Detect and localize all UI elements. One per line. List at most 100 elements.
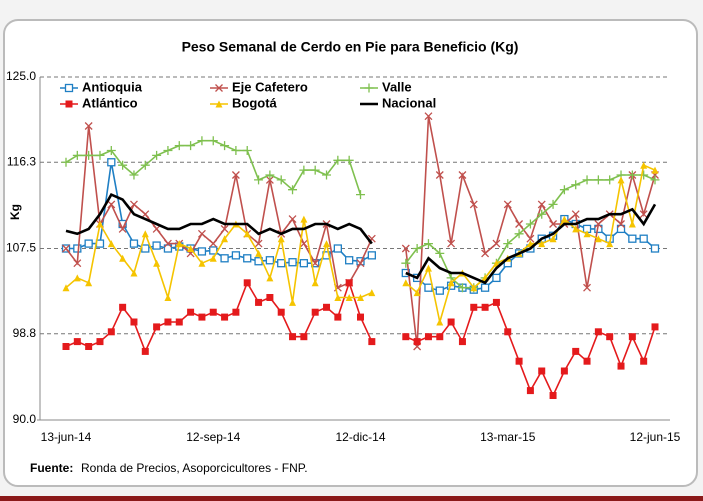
panel xyxy=(3,19,698,487)
marker xyxy=(243,279,251,287)
marker xyxy=(311,308,319,316)
marker xyxy=(84,150,94,160)
marker xyxy=(424,333,432,341)
marker xyxy=(255,298,263,306)
y-tick-label: 116.3 xyxy=(7,154,36,168)
marker xyxy=(231,171,240,179)
marker xyxy=(152,150,162,160)
marker xyxy=(345,294,353,301)
marker xyxy=(447,239,456,248)
marker xyxy=(141,230,149,238)
x-tick-label: 12-jun-15 xyxy=(630,430,681,444)
marker xyxy=(560,215,568,223)
y-tick-label: 125.0 xyxy=(6,69,36,83)
marker xyxy=(276,175,286,185)
marker xyxy=(107,200,116,209)
marker xyxy=(95,150,105,160)
marker xyxy=(447,279,455,287)
marker xyxy=(334,294,342,301)
marker xyxy=(639,234,648,243)
marker xyxy=(628,220,636,228)
legend-label: Eje Cafetero xyxy=(232,79,308,94)
marker xyxy=(469,200,478,209)
y-tick-label: 98.8 xyxy=(13,326,37,340)
marker xyxy=(345,279,353,287)
marker xyxy=(140,160,150,170)
marker xyxy=(605,175,615,185)
marker xyxy=(255,249,263,257)
marker xyxy=(470,284,478,292)
marker xyxy=(401,258,411,268)
marker xyxy=(242,146,252,155)
marker xyxy=(231,251,241,260)
marker xyxy=(503,200,512,209)
marker xyxy=(175,240,183,248)
marker xyxy=(277,235,285,243)
marker xyxy=(481,303,489,311)
marker xyxy=(265,175,274,184)
marker xyxy=(480,283,490,292)
marker xyxy=(594,220,603,228)
marker xyxy=(107,158,116,167)
marker xyxy=(413,338,421,346)
marker xyxy=(220,141,230,151)
marker xyxy=(515,220,524,228)
marker xyxy=(447,318,455,326)
marker xyxy=(458,171,467,179)
marker xyxy=(289,298,297,306)
marker xyxy=(651,323,659,331)
marker xyxy=(106,146,116,155)
marker xyxy=(299,259,309,268)
marker xyxy=(288,185,298,195)
marker xyxy=(627,170,637,180)
marker xyxy=(220,254,229,263)
marker xyxy=(96,338,104,346)
marker xyxy=(413,289,421,297)
marker xyxy=(606,240,614,248)
marker xyxy=(129,170,139,180)
marker xyxy=(548,199,558,209)
marker xyxy=(323,240,331,248)
marker xyxy=(254,175,264,185)
marker xyxy=(84,239,93,248)
marker xyxy=(549,235,557,243)
marker xyxy=(220,224,229,233)
marker xyxy=(107,240,115,248)
marker xyxy=(96,220,104,228)
marker xyxy=(266,274,274,282)
marker xyxy=(514,229,524,239)
marker xyxy=(221,313,229,321)
marker xyxy=(152,241,161,250)
marker xyxy=(549,392,557,399)
marker xyxy=(356,190,365,200)
marker xyxy=(640,357,648,365)
marker xyxy=(231,146,241,155)
marker xyxy=(186,141,196,151)
marker xyxy=(152,224,161,233)
marker xyxy=(84,122,93,130)
legend-marker xyxy=(364,83,374,93)
marker xyxy=(73,259,82,268)
marker xyxy=(345,256,354,265)
marker xyxy=(221,235,229,243)
marker xyxy=(367,251,376,260)
marker xyxy=(560,367,568,375)
marker xyxy=(118,224,127,233)
marker xyxy=(549,220,558,228)
marker xyxy=(492,239,501,248)
marker xyxy=(141,347,149,355)
marker xyxy=(616,224,626,234)
marker xyxy=(300,215,308,223)
x-tick-label: 12-dic-14 xyxy=(335,430,385,444)
legend-marker xyxy=(64,83,74,93)
marker xyxy=(368,338,376,346)
marker xyxy=(640,161,648,169)
marker xyxy=(582,175,592,185)
marker xyxy=(458,338,466,346)
legend-marker xyxy=(65,100,73,108)
marker xyxy=(288,215,297,224)
marker xyxy=(593,175,603,185)
legend-label: Valle xyxy=(382,79,412,94)
marker xyxy=(164,294,172,301)
